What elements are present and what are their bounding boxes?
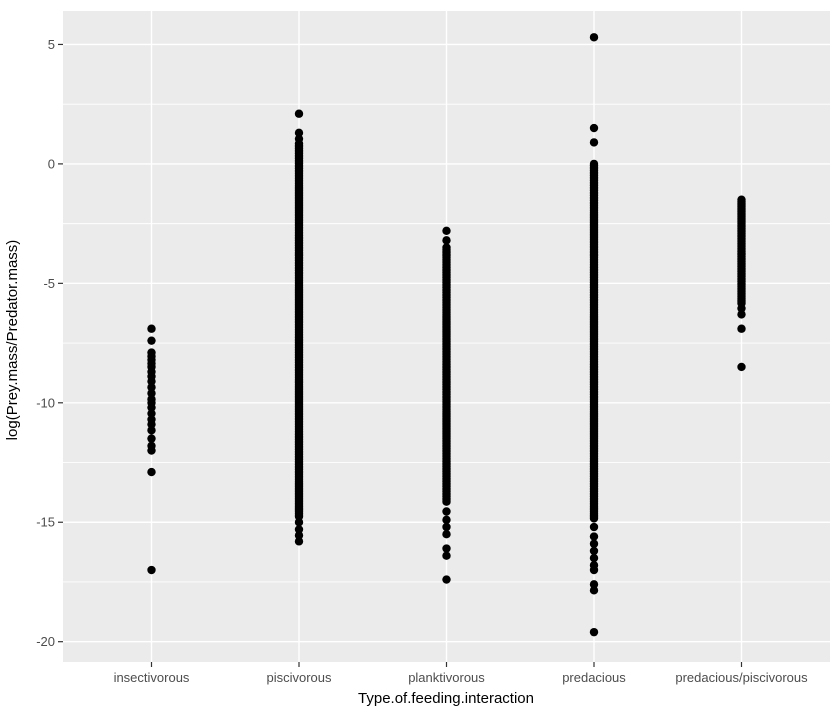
data-point — [737, 304, 746, 313]
data-point — [294, 537, 304, 546]
data-point — [294, 128, 304, 138]
tick-labels: 5 0 -5 -10 -15 -20 insectivorous piscivorous pla… — [36, 37, 808, 685]
data-point — [589, 123, 599, 133]
data-point — [294, 518, 304, 527]
data-point — [147, 446, 156, 455]
y-axis-tick-label: -10 — [36, 395, 55, 410]
axis-ticks — [58, 43, 743, 667]
data-point — [589, 522, 599, 532]
y-axis-tick-label: 5 — [48, 37, 55, 52]
data-point — [737, 310, 746, 319]
data-point — [589, 532, 599, 541]
x-axis-title: Type.of.feeding.interaction — [358, 690, 534, 707]
data-point — [589, 627, 599, 637]
data-point — [147, 565, 156, 575]
x-axis-tick-label: predacious — [562, 670, 626, 685]
data-point — [442, 575, 451, 584]
data-point — [294, 134, 304, 144]
data-points — [147, 33, 746, 637]
data-point — [147, 336, 156, 345]
data-point — [589, 138, 599, 147]
data-point — [589, 586, 599, 595]
data-point — [737, 362, 746, 372]
data-point — [147, 383, 156, 392]
data-point — [589, 580, 599, 589]
data-point — [589, 33, 599, 42]
y-axis-tick-label: -15 — [36, 515, 55, 530]
data-point — [442, 529, 451, 539]
data-point — [147, 420, 156, 429]
data-point — [294, 531, 304, 540]
data-point — [147, 409, 156, 418]
data-point — [442, 515, 451, 525]
x-axis-tick-label: predacious/piscivorous — [675, 670, 808, 685]
data-point — [589, 546, 599, 556]
data-point — [589, 553, 599, 563]
data-point — [294, 109, 304, 118]
x-axis-tick-label: insectivorous — [114, 670, 190, 685]
x-axis-tick-label: piscivorous — [266, 670, 332, 685]
data-point — [147, 467, 156, 477]
data-point — [442, 236, 451, 245]
data-point — [147, 403, 156, 412]
data-point — [294, 525, 304, 534]
data-point — [147, 426, 156, 435]
data-point — [442, 507, 451, 516]
data-point — [737, 324, 746, 333]
data-point — [589, 539, 599, 548]
data-point — [442, 522, 451, 532]
data-point — [589, 514, 599, 523]
y-axis-tick-label: 0 — [48, 156, 55, 171]
data-point — [589, 565, 599, 575]
data-point — [442, 497, 451, 506]
data-point — [147, 434, 156, 443]
y-axis-tick-label: -20 — [36, 634, 55, 649]
y-axis-tick-label: -5 — [43, 276, 55, 291]
data-point — [442, 226, 451, 235]
y-axis-title: log(Prey.mass/Predator.mass) — [4, 240, 21, 441]
x-axis-tick-label: planktivorous — [408, 670, 485, 685]
data-point — [147, 377, 156, 386]
data-point — [442, 544, 451, 553]
data-point — [147, 324, 156, 333]
data-point — [147, 389, 156, 398]
data-point — [442, 551, 451, 560]
